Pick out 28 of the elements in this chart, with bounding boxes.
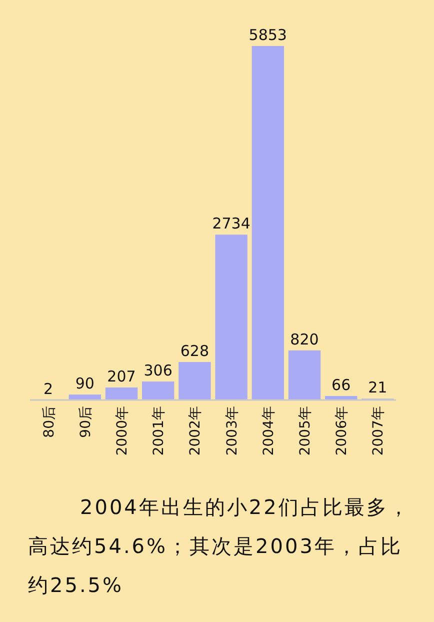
data-label: 21: [368, 378, 388, 397]
bar: [105, 387, 138, 400]
data-label: 2: [44, 380, 54, 398]
x-tick-label: 2003年: [224, 406, 240, 456]
x-tick-label: 2005年: [298, 406, 314, 456]
x-tick-label: 2006年: [334, 406, 350, 456]
data-label: 66: [332, 376, 351, 394]
x-tick-label: 90后: [78, 406, 94, 438]
data-label: 207: [107, 367, 136, 386]
x-tick-label: 80后: [41, 406, 58, 438]
x-tick-label: 2004年: [260, 406, 277, 456]
bar: [142, 381, 174, 400]
x-tick-label: 2001年: [151, 406, 168, 456]
x-tick-label: 2002年: [188, 406, 204, 456]
bar: [288, 350, 321, 400]
bar: [252, 46, 284, 400]
bar: [68, 394, 102, 400]
data-label: 820: [290, 330, 319, 348]
bar: [215, 234, 248, 400]
data-label: 628: [180, 342, 210, 360]
bar: [178, 362, 211, 400]
data-label: 306: [144, 361, 172, 380]
data-label: 2734: [212, 214, 250, 233]
x-tick-label: 2007年: [370, 406, 387, 456]
data-label: 90: [75, 374, 94, 393]
data-label: 5853: [248, 26, 287, 44]
text: 2004年出生的小22们占比最多，高达约54.6%；其次是2003年，占比约25.5%: [28, 494, 412, 599]
x-tick-label: 2000年: [114, 406, 130, 456]
